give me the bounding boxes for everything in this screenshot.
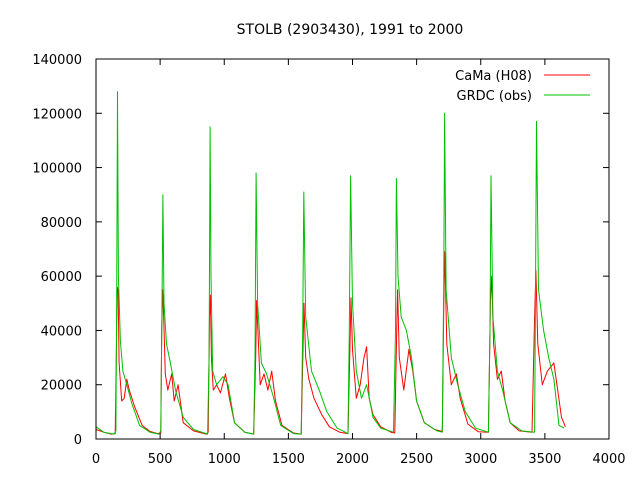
y-tick-label: 120000: [32, 107, 82, 122]
y-tick-label: 60000: [41, 270, 82, 285]
legend-label: GRDC (obs): [457, 89, 532, 104]
y-tick-label: 140000: [32, 53, 82, 68]
plot-frame: [95, 58, 610, 440]
axis-layer: 0 500 1000 1500 2000 2500 3000 3500 400002000040…: [32, 53, 625, 467]
y-tick-label: 20000: [41, 379, 82, 394]
x-tick-label: 4000: [592, 452, 625, 467]
y-tick-label: 80000: [41, 216, 82, 231]
legend: CaMa (H08) GRDC (obs): [455, 69, 590, 104]
y-tick-label: 0: [74, 433, 82, 448]
x-tick-label: 2500: [400, 452, 433, 467]
series-line-1: [95, 91, 565, 435]
x-tick-label: 1500: [272, 452, 305, 467]
legend-label: CaMa (H08): [455, 69, 532, 84]
y-tick-label: 100000: [32, 162, 82, 177]
y-tick-label: 40000: [41, 324, 82, 339]
x-tick-label: 3000: [464, 452, 497, 467]
chart-title: STOLB (2903430), 1991 to 2000: [237, 22, 464, 38]
series-layer: [95, 91, 566, 435]
x-tick-label: 1000: [208, 452, 241, 467]
x-tick-label: 3500: [528, 452, 561, 467]
x-tick-label: 2000: [336, 452, 369, 467]
x-tick-label: 500: [148, 452, 173, 467]
x-tick-label: 0: [92, 452, 100, 467]
